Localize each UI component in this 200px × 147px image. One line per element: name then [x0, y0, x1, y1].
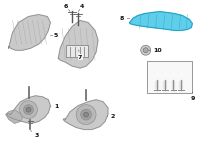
Circle shape [141, 45, 151, 55]
Text: 1: 1 [50, 104, 58, 109]
Text: 10: 10 [148, 48, 162, 53]
Circle shape [81, 109, 92, 120]
Bar [147, 61, 192, 93]
Polygon shape [9, 15, 50, 50]
Circle shape [76, 105, 96, 125]
Circle shape [143, 48, 148, 53]
Bar [66, 45, 88, 57]
Polygon shape [7, 96, 50, 123]
Text: 9: 9 [190, 92, 195, 101]
Text: 3: 3 [30, 130, 39, 138]
Circle shape [26, 107, 31, 112]
Circle shape [24, 105, 33, 115]
Circle shape [20, 101, 37, 119]
Text: 7: 7 [78, 50, 82, 60]
Polygon shape [130, 12, 192, 30]
Text: 8: 8 [120, 16, 130, 21]
Polygon shape [63, 100, 108, 130]
Text: 5: 5 [50, 33, 58, 38]
Text: 6: 6 [64, 4, 70, 12]
Polygon shape [6, 110, 23, 123]
Text: 2: 2 [107, 114, 115, 119]
Circle shape [84, 112, 89, 117]
Text: 4: 4 [78, 4, 84, 12]
Polygon shape [58, 20, 98, 68]
